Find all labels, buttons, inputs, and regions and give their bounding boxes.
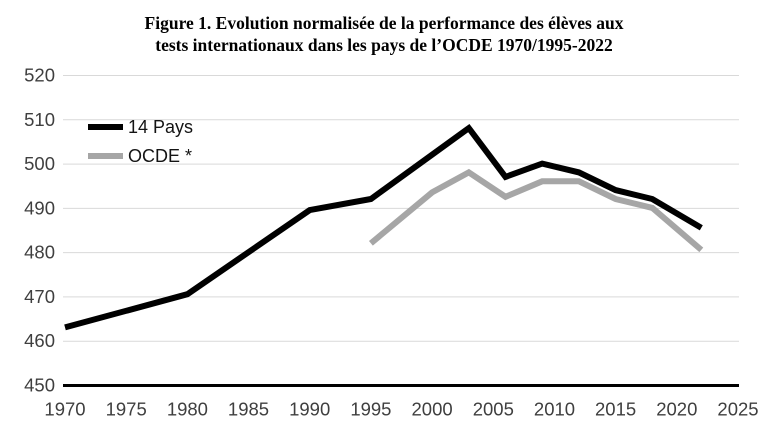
x-tick-label: 2005 (473, 399, 514, 420)
y-tick-label: 480 (24, 242, 55, 263)
y-tick-label: 470 (24, 286, 55, 307)
y-tick-label: 520 (24, 65, 55, 86)
legend-item-ocde: OCDE * (88, 141, 193, 170)
y-tick-label: 460 (24, 330, 55, 351)
x-tick-label: 1985 (228, 399, 269, 420)
x-tick-label: 1970 (44, 399, 85, 420)
figure-title-line-1: Figure 1. Evolution normalisée de la per… (144, 13, 624, 33)
x-tick-label: 2015 (595, 399, 636, 420)
y-tick-label: 500 (24, 153, 55, 174)
figure-title-line-2: tests internationaux dans les pays de l’… (155, 35, 613, 55)
y-tick-label: 510 (24, 109, 55, 130)
series-line-14-pays (64, 123, 703, 331)
x-tick-label: 1990 (289, 399, 330, 420)
x-tick-label: 1995 (350, 399, 391, 420)
x-tick-label: 2010 (534, 399, 575, 420)
series-line-ocde (368, 168, 704, 253)
x-tick-label: 2025 (717, 399, 758, 420)
y-tick-label: 450 (24, 375, 55, 396)
y-tick-label: 490 (24, 197, 55, 218)
x-tick-label: 2020 (656, 399, 697, 420)
legend-label-14-pays: 14 Pays (128, 116, 194, 137)
legend-swatch-14-pays (88, 123, 123, 130)
figure-title: Figure 1. Evolution normalisée de la per… (0, 12, 768, 56)
x-tick-label: 1980 (167, 399, 208, 420)
legend: 14 Pays OCDE * (88, 112, 193, 170)
x-tick-label: 2000 (412, 399, 453, 420)
legend-swatch-ocde (88, 152, 123, 159)
legend-item-14-pays: 14 Pays (88, 112, 193, 141)
x-tick-label: 1975 (106, 399, 147, 420)
legend-label-ocde: OCDE * (128, 145, 193, 166)
